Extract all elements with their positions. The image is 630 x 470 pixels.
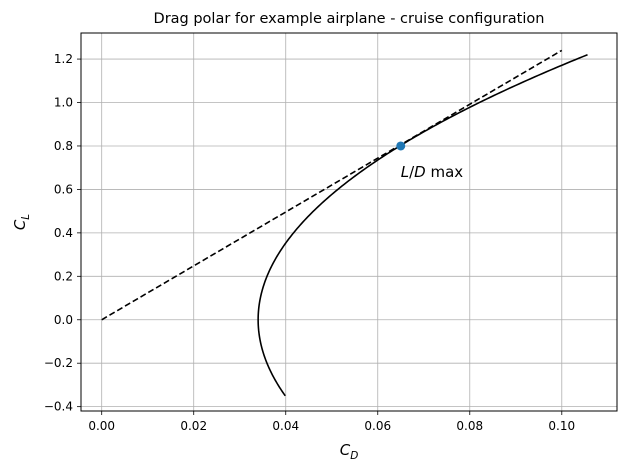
y-axis-label-main: C (11, 219, 29, 230)
x-axis-label-main: C (340, 441, 351, 459)
y-axis-label-sub: L (20, 214, 32, 220)
y-tick-label: 0.4 (54, 226, 73, 240)
x-tick-label: 0.02 (180, 419, 207, 433)
ld-max-point (396, 141, 405, 150)
x-tick-label: 0.10 (548, 419, 575, 433)
y-tick-label: 0.0 (54, 313, 73, 327)
y-tick-label: 0.8 (54, 139, 73, 153)
y-tick-label: −0.4 (44, 400, 73, 414)
annotation-max: max (426, 163, 464, 181)
chart-title: Drag polar for example airplane - cruise… (154, 11, 545, 27)
y-tick-label: 0.2 (54, 269, 73, 283)
x-tick-label: 0.06 (364, 419, 391, 433)
x-tick-label: 0.04 (272, 419, 299, 433)
x-tick-label: 0.00 (88, 419, 115, 433)
annotation-d: D (414, 163, 426, 181)
ld-max-annotation: L/D max (401, 163, 464, 181)
y-tick-label: 1.0 (54, 96, 73, 110)
x-tick-label: 0.08 (456, 419, 483, 433)
y-tick-label: 0.6 (54, 182, 73, 196)
y-tick-label: −0.2 (44, 356, 73, 370)
annotation-l: L (401, 163, 409, 181)
y-tick-label: 1.2 (54, 52, 73, 66)
x-axis-label-sub: D (350, 450, 358, 462)
